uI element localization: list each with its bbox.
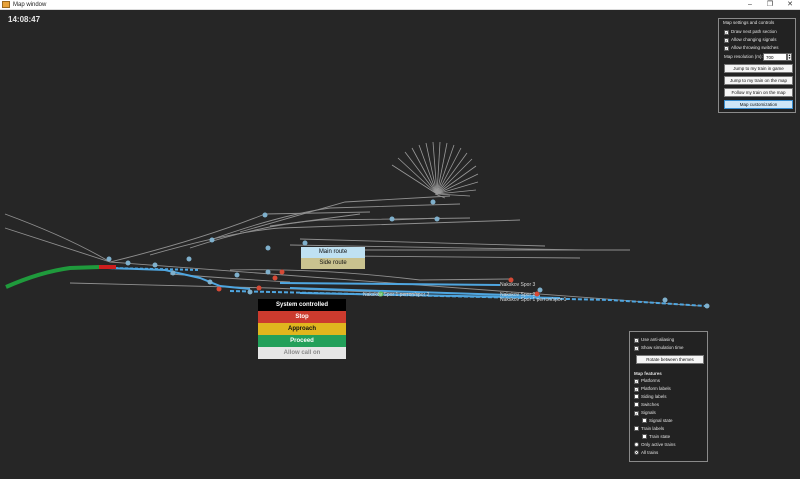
train-state-checkbox[interactable]: Train state <box>642 434 670 440</box>
train-head[interactable] <box>99 265 116 269</box>
train[interactable] <box>5 265 101 289</box>
checkbox-checked-icon: ✓ <box>724 38 729 43</box>
checkbox-label: Switches <box>641 402 660 407</box>
switches-checkbox[interactable]: Switches <box>634 402 659 408</box>
only-active-trains-radio[interactable]: Only active trains <box>634 442 676 448</box>
signal-state-checkbox[interactable]: Signal state <box>642 418 673 424</box>
map-features-panel: ✓ Use anti-aliasing ✓ Show simulation time… <box>629 331 708 462</box>
platform-labels-checkbox[interactable]: ✓ Platform labels <box>634 386 671 392</box>
signals-checkbox[interactable]: ✓ Signals <box>634 410 656 416</box>
track-label: Nakskov Spor 1 perron/spor 2 <box>363 292 430 298</box>
show-time-checkbox[interactable]: ✓ Show simulation time <box>634 345 684 351</box>
map-settings-panel: Map settings and controls ✓ Draw next pat… <box>718 18 796 113</box>
map-customization-button[interactable]: Map customization <box>724 100 793 109</box>
approach-option[interactable]: Approach <box>258 323 346 335</box>
checkbox-unchecked-icon <box>634 402 639 407</box>
checkbox-label: Draw next path section <box>731 29 777 34</box>
draw-path-checkbox[interactable]: ✓ Draw next path section <box>724 29 777 35</box>
checkbox-checked-icon: ✓ <box>724 46 729 51</box>
jump-to-train-game-button[interactable]: Jump to my train in game <box>724 64 793 73</box>
checkbox-label: Signal state <box>649 418 673 423</box>
signal-markers[interactable] <box>216 269 540 297</box>
checkbox-checked-icon: ✓ <box>724 30 729 35</box>
map-features-title: Map features <box>634 371 662 376</box>
side-route-option[interactable]: Side route <box>301 258 365 269</box>
checkbox-checked-icon: ✓ <box>634 338 639 343</box>
route-context-menu: Main route Side route <box>301 247 365 269</box>
checkbox-unchecked-icon <box>642 418 647 423</box>
allow-call-on-option[interactable]: Allow call on <box>258 347 346 359</box>
checkbox-label: Platform labels <box>641 386 671 391</box>
close-button[interactable]: ✕ <box>787 1 793 8</box>
window-titlebar: Map window – ❐ ✕ <box>0 0 800 10</box>
panel-title: Map settings and controls <box>723 20 775 25</box>
maximize-button[interactable]: ❐ <box>766 1 774 8</box>
checkbox-checked-icon: ✓ <box>634 379 639 384</box>
stop-option[interactable]: Stop <box>258 311 346 323</box>
resolution-input[interactable]: 700 <box>763 53 787 61</box>
resolution-label: Map resolution (m): <box>724 54 763 59</box>
system-controlled-option[interactable]: System controlled <box>258 299 346 311</box>
allow-signals-checkbox[interactable]: ✓ Allow changing signals <box>724 37 777 43</box>
siding-labels-checkbox[interactable]: Siding labels <box>634 394 667 400</box>
radio-label: All trains <box>641 450 659 455</box>
simulation-clock: 14:08:47 <box>8 15 41 24</box>
checkbox-unchecked-icon <box>642 434 647 439</box>
map-canvas[interactable]: Nakskov Spor 3 Nakskov Spor 2 Nakskov Sp… <box>0 10 800 479</box>
switch-markers[interactable] <box>106 199 710 309</box>
radio-label: Only active trains <box>641 442 676 447</box>
radio-unselected-icon <box>634 442 639 447</box>
checkbox-checked-icon: ✓ <box>634 387 639 392</box>
proceed-option[interactable]: Proceed <box>258 335 346 347</box>
allow-switches-checkbox[interactable]: ✓ Allow throwing switches <box>724 45 779 51</box>
checkbox-label: Siding labels <box>641 394 667 399</box>
rotate-themes-button[interactable]: Rotate between themes <box>636 355 704 364</box>
checkbox-unchecked-icon <box>634 426 639 431</box>
resolution-spinner[interactable]: ▲ ▼ <box>787 53 792 61</box>
checkbox-checked-icon: ✓ <box>634 411 639 416</box>
signal-context-menu: System controlled Stop Approach Proceed … <box>258 299 346 359</box>
platforms-checkbox[interactable]: ✓ Platforms <box>634 378 660 384</box>
active-path <box>107 267 706 307</box>
minimize-button[interactable]: – <box>748 1 752 8</box>
anti-aliasing-checkbox[interactable]: ✓ Use anti-aliasing <box>634 337 674 343</box>
checkbox-checked-icon: ✓ <box>634 346 639 351</box>
checkbox-label: Use anti-aliasing <box>641 337 675 342</box>
train-labels-checkbox[interactable]: Train labels <box>634 426 664 432</box>
track-label: Nakskov Spor 1 perron/spor 1 <box>500 297 567 303</box>
checkbox-label: Platforms <box>641 378 661 383</box>
checkbox-label: Allow throwing switches <box>731 45 779 50</box>
all-trains-radio[interactable]: All trains <box>634 450 658 456</box>
window-title: Map window <box>13 2 47 8</box>
radio-selected-icon <box>634 450 639 455</box>
jump-to-train-map-button[interactable]: Jump to my train on the map <box>724 76 793 85</box>
checkbox-label: Show simulation time <box>641 345 684 350</box>
checkbox-label: Allow changing signals <box>731 37 777 42</box>
turntable-spokes <box>391 141 479 197</box>
checkbox-label: Train labels <box>641 426 665 431</box>
main-route-option[interactable]: Main route <box>301 247 365 258</box>
track-labels: Nakskov Spor 3 Nakskov Spor 2 Nakskov Sp… <box>363 282 567 303</box>
track-label: Nakskov Spor 2 <box>500 292 536 298</box>
follow-train-button[interactable]: Follow my train on the map <box>724 88 793 97</box>
checkbox-label: Signals <box>641 410 656 415</box>
checkbox-label: Train state <box>649 434 671 439</box>
checkbox-unchecked-icon <box>634 394 639 399</box>
track-label: Nakskov Spor 3 <box>500 282 536 288</box>
app-icon <box>2 1 10 8</box>
